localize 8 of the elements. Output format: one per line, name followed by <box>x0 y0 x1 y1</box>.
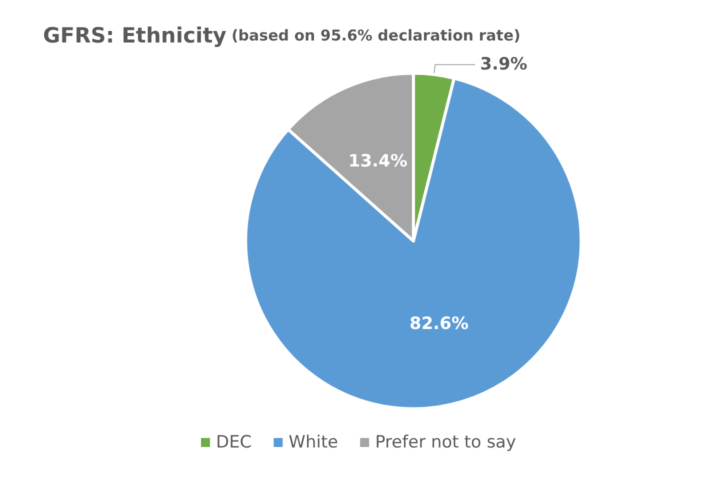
legend-label: White <box>288 432 338 452</box>
data-label: 13.4% <box>348 152 408 172</box>
chart-subtitle: (based on 95.6% declaration rate) <box>231 26 521 44</box>
data-label: 82.6% <box>410 314 468 334</box>
legend-label: DEC <box>216 432 252 452</box>
data-label: 3.9% <box>480 54 528 75</box>
legend-label: Prefer not to say <box>375 432 516 452</box>
chart-title: GFRS: Ethnicity <box>43 24 227 48</box>
